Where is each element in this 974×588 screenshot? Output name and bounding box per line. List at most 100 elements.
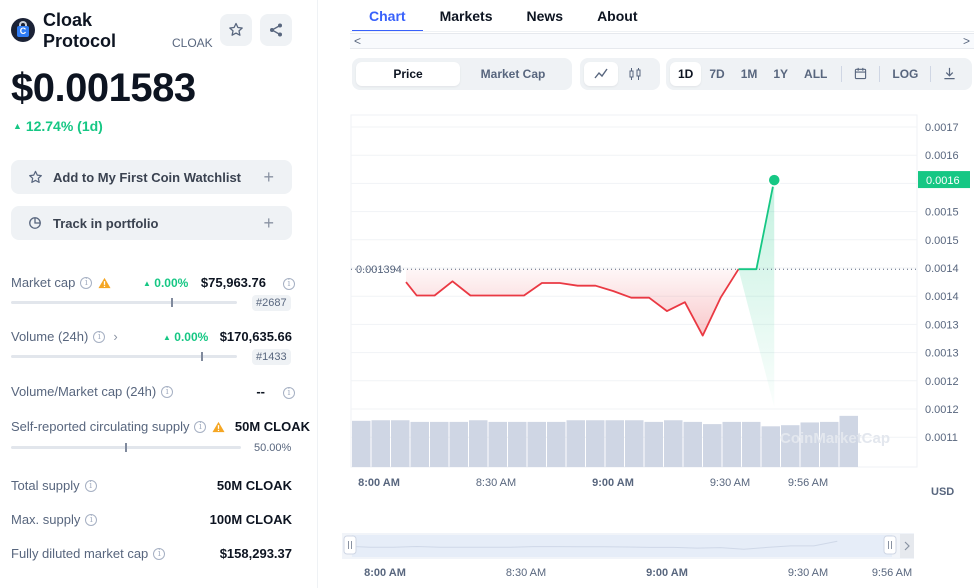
coin-logo-icon: C: [11, 18, 35, 42]
star-icon: [229, 22, 243, 36]
star-button[interactable]: [220, 14, 252, 46]
x-tick-label: 8:00 AM: [358, 477, 400, 489]
share-icon: [270, 23, 282, 37]
caret-up-icon: ▲: [163, 333, 171, 342]
range-all[interactable]: ALL: [804, 67, 828, 81]
info-icon[interactable]: i: [283, 387, 295, 399]
warning-icon[interactable]: [98, 277, 111, 289]
y-tick-label: 0.0012: [925, 376, 959, 388]
navigator-tick-label: 8:00 AM: [364, 567, 406, 579]
line-chart-button[interactable]: [584, 62, 618, 86]
tab-markets[interactable]: Markets: [439, 8, 493, 24]
chart-areas: [406, 180, 775, 407]
track-portfolio-label: Track in portfolio: [53, 215, 159, 231]
currency-label: USD: [931, 486, 954, 498]
circ-supply-bar: [11, 443, 241, 452]
info-icon[interactable]: i: [84, 479, 97, 492]
volume-bar: [586, 420, 605, 467]
watermark: CoinMarketCap: [780, 430, 890, 447]
download-icon: [944, 67, 955, 80]
scroll-right-icon[interactable]: >: [962, 34, 970, 48]
download-button[interactable]: [937, 62, 962, 86]
price-change-value: 12.74% (1d): [25, 118, 103, 134]
volume-bar: [488, 421, 507, 467]
y-axis: 0.0017 0.0016 0.0016 0.0015 0.0015 0.0014 0.00…: [925, 122, 959, 444]
volume-bar: [800, 422, 819, 467]
market-cap-rank: #2687: [252, 295, 291, 311]
volume-bar: [625, 420, 644, 467]
volume-bar: [761, 426, 780, 467]
total-supply-label: Total supply i: [11, 478, 97, 493]
info-icon[interactable]: i: [153, 547, 166, 560]
navigator-x-axis: 8:00 AM 8:30 AM 9:00 AM 9:30 AM 9:56 AM: [364, 567, 912, 579]
coin-symbol: CLOAK: [172, 36, 213, 50]
x-tick-label: 9:00 AM: [592, 477, 634, 489]
navigator-tick-label: 9:56 AM: [872, 567, 912, 579]
x-tick-label: 9:30 AM: [710, 477, 750, 489]
scroll-left-icon[interactable]: <: [354, 34, 362, 48]
volume-rank: #1433: [252, 349, 291, 365]
tab-scrollbar[interactable]: < >: [350, 33, 974, 49]
volume-label: Volume (24h) i ›: [11, 329, 118, 344]
chevron-right-icon[interactable]: ›: [113, 329, 118, 344]
price-lines: [405, 179, 776, 337]
above-ref-area: [738, 180, 775, 407]
market-cap-option[interactable]: Market Cap: [480, 67, 546, 81]
metric-toggle: Price Market Cap: [352, 58, 572, 90]
max-supply-value: 100M CLOAK: [209, 512, 292, 527]
info-icon[interactable]: i: [161, 385, 174, 398]
volume-bar: [644, 421, 663, 467]
candle-chart-button[interactable]: [618, 62, 652, 86]
add-watchlist-button[interactable]: Add to My First Coin Watchlist +: [11, 160, 292, 194]
range-1y[interactable]: 1Y: [773, 67, 789, 81]
range-toggle: 1D 7D 1M 1Y ALL LOG: [666, 58, 972, 90]
market-cap-value: $75,963.76: [200, 275, 266, 290]
y-tick-label: 0.0014: [925, 263, 959, 275]
range-1m[interactable]: 1M: [740, 67, 758, 81]
plus-icon: +: [263, 213, 274, 233]
warning-icon[interactable]: [212, 421, 226, 433]
share-button[interactable]: [260, 14, 292, 46]
candlestick-icon: [629, 68, 641, 80]
info-icon[interactable]: i: [194, 420, 207, 433]
circ-supply-pct: 50.00%: [254, 442, 292, 454]
line-chart-icon: [594, 68, 608, 79]
fdmc-label: Fully diluted market cap i: [11, 546, 166, 561]
navigator-tick-label: 9:30 AM: [788, 567, 828, 579]
range-1d[interactable]: 1D: [670, 62, 702, 86]
price-change: ▲ 12.74% (1d): [13, 118, 103, 134]
current-price-box: [918, 171, 970, 189]
info-icon[interactable]: i: [93, 330, 106, 343]
volume-bar: [527, 421, 546, 467]
track-portfolio-button[interactable]: Track in portfolio +: [11, 206, 292, 240]
volume-bar: [508, 421, 527, 467]
log-scale-button[interactable]: LOG: [892, 67, 919, 81]
info-icon[interactable]: i: [283, 278, 295, 290]
market-cap-change: ▲ 0.00%: [143, 276, 189, 290]
volume-bar: [547, 421, 566, 467]
y-tick-label: 0.0012: [925, 404, 959, 416]
info-icon[interactable]: i: [80, 276, 93, 289]
caret-up-icon: ▲: [143, 279, 151, 288]
tabs-divider: [350, 31, 974, 32]
price-option[interactable]: Price: [356, 62, 460, 86]
chart-style-toggle: [580, 58, 660, 90]
range-7d[interactable]: 7D: [709, 67, 725, 81]
coin-name: Cloak Protocol: [43, 10, 117, 51]
info-icon[interactable]: i: [85, 513, 98, 526]
total-supply-value: 50M CLOAK: [216, 478, 292, 493]
tab-about[interactable]: About: [597, 8, 638, 24]
volume-bar: [820, 421, 839, 467]
coin-price: $0.001583: [11, 66, 196, 110]
x-tick-label: 9:56 AM: [788, 477, 828, 489]
volume-value: $170,635.66: [219, 329, 292, 344]
max-supply-label: Max. supply i: [11, 512, 98, 527]
y-tick-label: 0.0011: [925, 432, 958, 444]
y-tick-label: 0.0014: [925, 291, 959, 303]
tab-news[interactable]: News: [526, 8, 564, 24]
price-line-up: [738, 179, 776, 271]
volume-bar: [781, 425, 800, 467]
current-price-dot: [767, 173, 781, 187]
calendar-button[interactable]: [848, 62, 873, 86]
